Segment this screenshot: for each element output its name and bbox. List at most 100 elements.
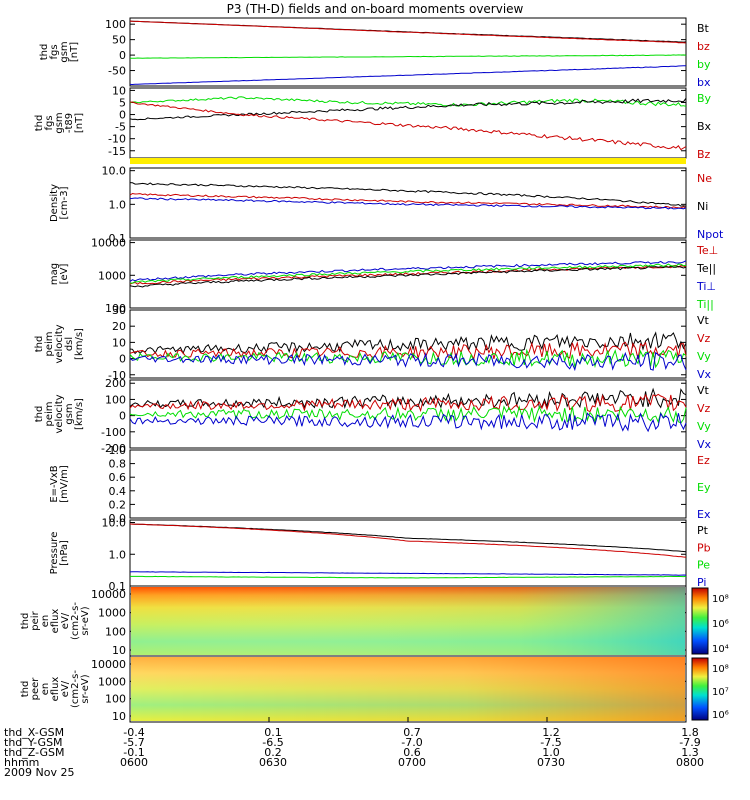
legend-By: By [697,92,712,105]
footer-value: 0600 [120,756,148,769]
y-tick-label: 200 [105,377,126,390]
y-axis-label-line: dsl [64,337,75,351]
y-tick-label: 0.4 [109,485,127,498]
y-axis-label-line: Density [49,184,60,222]
y-axis-label-line: peer [30,677,41,701]
footer-value: 1.2 [542,726,560,739]
footer-value: 1.8 [681,726,699,739]
footer-row: thd_X-GSM -0.4 0.1 0.7 1.2 1.8 [4,726,744,739]
y-axis-label-line: [cm-3] [59,186,70,219]
legend-Ti: Ti⊥ [696,280,716,293]
y-tick-label: -200 [101,442,126,455]
y-axis-label-line: thd [34,115,45,132]
y-tick-label: 5 [119,96,126,109]
series-Bz-line [129,101,687,151]
y-axis-label-line: [mV/m] [59,465,70,503]
legend-Ey: Ey [697,481,711,494]
footer-row-label: hhmm [4,756,40,769]
legend-Vz: Vz [697,402,711,415]
y-tick-label: 0.6 [109,471,127,484]
ephemeris-footer: thd_X-GSM -0.4 0.1 0.7 1.2 1.8 thd_Y-GSM -5.7 -6… [4,726,744,778]
footer-value: 0.2 [264,746,282,759]
y-axis-label: thd peim velocity gsm [km/s] [34,394,85,433]
y-axis-label: thd peir en eflux eV/(cm2-s-sr-eV) [20,602,91,640]
footer-value: -7.5 [540,736,562,749]
legend-Bz: Bz [697,148,711,161]
y-axis-label-line: gsm [59,41,70,62]
footer-value: 0800 [676,756,704,769]
y-axis-label-line: thd [34,336,45,353]
y-axis-label-line: (cm2-s- [70,602,81,640]
y-tick-label: -100 [101,426,126,439]
colorbar-tick-label: 10⁸ [712,594,729,605]
series-Npot-line [129,197,687,210]
y-axis-label-line: velocity [54,394,65,433]
series-Vt-line [129,331,687,355]
series-Vx-line [129,412,687,433]
footer-row: thd_Z-GSM -0.1 0.2 0.6 1.0 1.3 [4,746,744,759]
y-tick-label: 1000 [98,269,126,282]
series-by-line [130,54,687,59]
footer-value: 0630 [259,756,287,769]
legend-bz: bz [697,40,710,53]
y-tick-label: 0 [119,109,126,122]
legend-Npot: Npot [697,228,724,241]
footer-row-label: thd_Y-GSM [4,736,63,749]
series-Vt-line [129,387,687,410]
footer-value: -7.0 [401,736,423,749]
legend-Vt: Vt [697,314,710,327]
y-axis-label-line: thd [20,613,31,630]
colorbar-tick-label: 10⁶ [712,619,729,630]
footer-value: 0.7 [403,726,421,739]
y-tick-label: -15 [108,145,126,158]
y-tick-label: 50 [112,34,126,47]
series-Ti-line [129,260,687,282]
legend-Vy: Vy [697,350,711,363]
footer-row-label: thd_X-GSM [4,726,65,739]
footer-value: 0700 [398,756,426,769]
y-tick-label: 0.1 [109,232,127,245]
y-tick-label: 0.0 [109,512,127,525]
colorbar-tick-label: 10⁸ [712,664,729,675]
y-tick-label: 10000 [91,658,126,671]
y-axis-label-line: thd [39,44,50,61]
series-bz-line [129,20,687,44]
footer-row: hhmm 0600 0630 0700 0730 0800 [4,756,744,769]
y-tick-label: 100 [105,18,126,31]
panel-p10: 10000 1000 100 10 thd peir en eflux eV/(cm2-s-sr… [20,585,729,657]
y-tick-label: 0.8 [109,458,127,471]
y-tick-label: 10 [112,84,126,97]
plot-frame [129,449,687,519]
series-Vx-line [129,351,687,372]
y-axis-label-line: sr-eV) [80,674,91,703]
y-axis-label-line: thd [34,406,45,423]
y-axis-label: thd fgs gsm [nT] [39,41,80,62]
y-tick-label: 10 [112,644,126,657]
plot-frame [129,309,687,379]
colorbar [691,587,709,655]
footer-value: -5.7 [123,736,145,749]
y-axis-label-line: gsm [54,112,65,133]
y-tick-label: 100 [105,393,126,406]
colorbar-tick-label: 10⁷ [712,687,729,698]
series-Pi-line [129,571,687,576]
legend-Ex: Ex [697,508,711,521]
y-axis-label-line: [nPa] [59,540,70,566]
series-Te-line [129,265,687,288]
legend-Ez: Ez [697,454,710,467]
colorbar-tick-label: 10⁴ [712,644,729,655]
y-axis-label-line: fgs [49,44,60,59]
y-tick-label: 20 [112,320,126,333]
spectrogram-overlay [131,657,685,721]
y-axis-label-line: velocity [54,324,65,363]
series-Ti-line [129,263,687,284]
y-tick-label: -10 [108,133,126,146]
panel-p5: 10000 1000 100 mag [eV] Te⊥ Te|| Ti⊥ Ti|| [49,237,718,315]
y-axis-label-line: [km/s] [74,398,85,430]
y-tick-label: 0 [119,410,126,423]
spectrogram-overlay [131,587,685,655]
y-tick-label: 1000 [98,675,126,688]
series-Pb-line [129,523,687,558]
